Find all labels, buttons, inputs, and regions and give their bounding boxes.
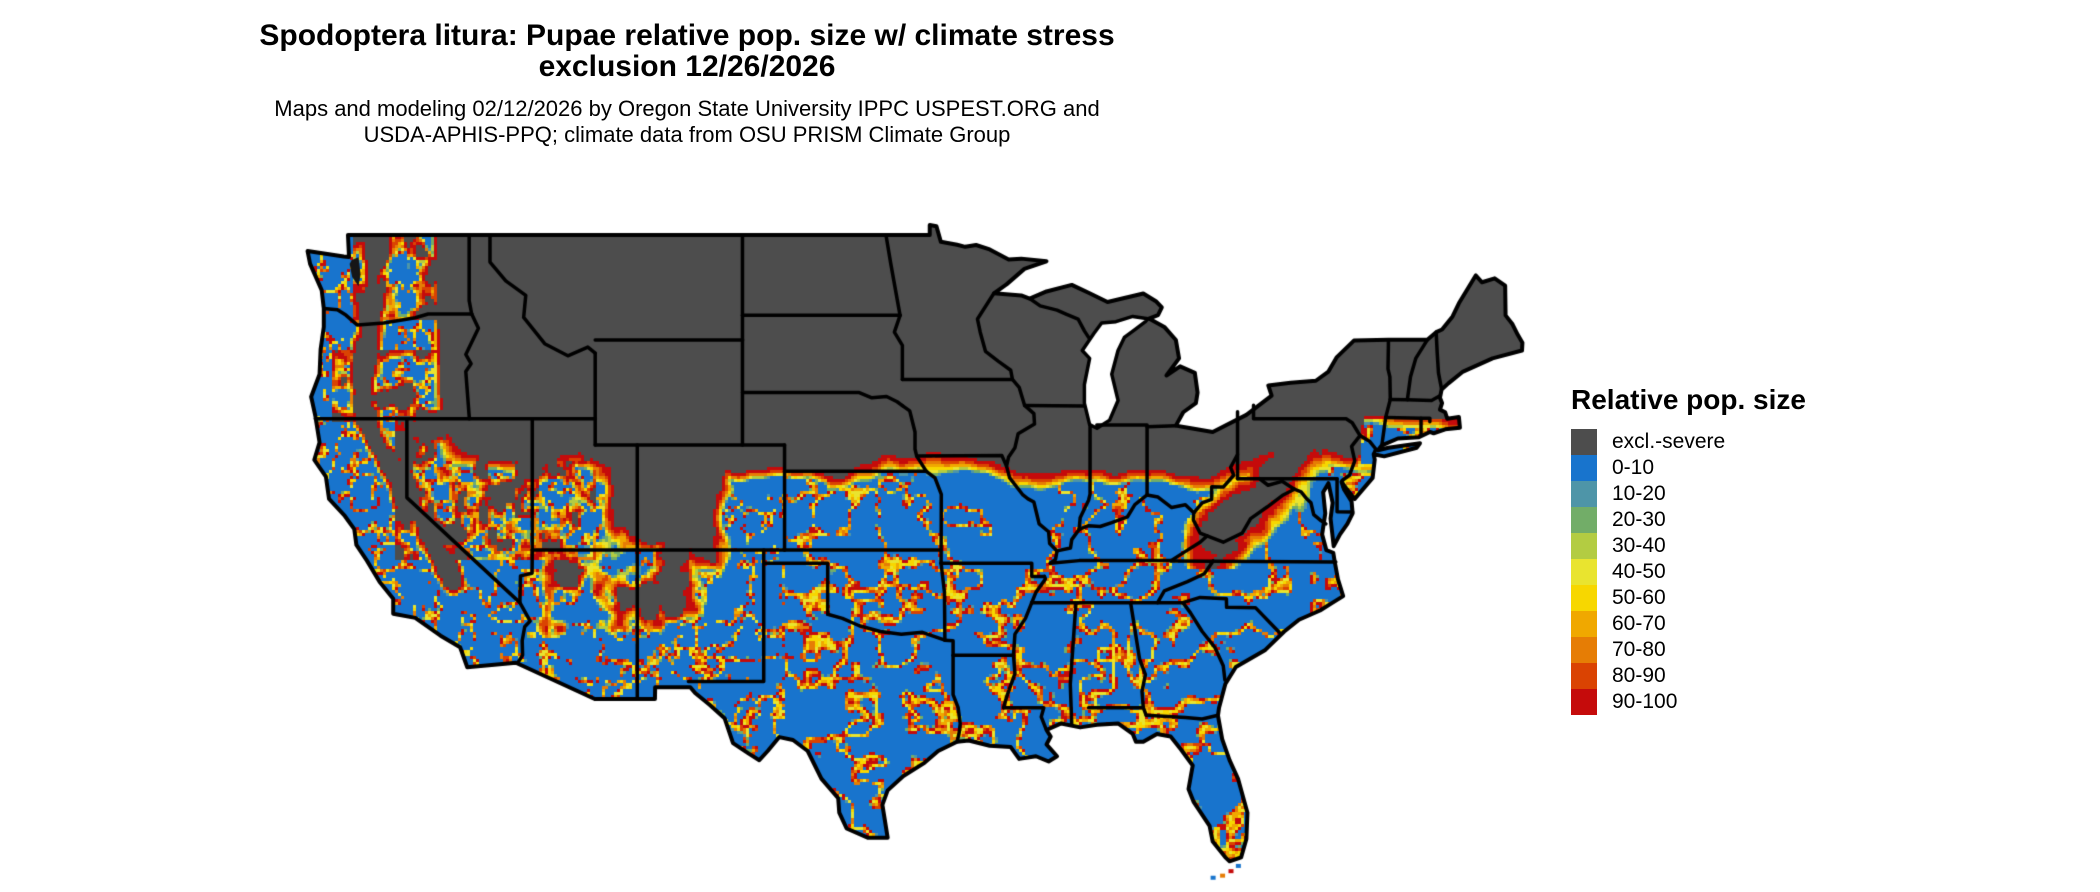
legend-label: 60-70 (1612, 612, 1666, 635)
title-line-2: exclusion 12/26/2026 (538, 50, 836, 83)
legend-label: 50-60 (1612, 586, 1666, 609)
legend-swatch (1571, 663, 1597, 689)
title-line-1: Spodoptera litura: Pupae relative pop. s… (259, 19, 1115, 52)
legend-swatch (1571, 429, 1597, 455)
legend-label: 80-90 (1612, 664, 1666, 687)
legend-item: 0-10 (1571, 455, 1991, 481)
legend-label: excl.-severe (1612, 430, 1726, 453)
legend-item: excl.-severe (1571, 429, 1991, 455)
legend-item: 60-70 (1571, 611, 1991, 637)
legend-swatch (1571, 689, 1597, 715)
legend-swatch (1571, 637, 1597, 663)
legend-label: 30-40 (1612, 534, 1666, 557)
legend-label: 20-30 (1612, 508, 1666, 531)
legend-label: 90-100 (1612, 690, 1678, 713)
legend-swatch (1571, 559, 1597, 585)
legend-swatch (1571, 455, 1597, 481)
legend-item: 80-90 (1571, 663, 1991, 689)
subtitle-line-2: USDA-APHIS-PPQ; climate data from OSU PR… (363, 122, 1011, 147)
legend-swatch (1571, 533, 1597, 559)
legend-swatch (1571, 507, 1597, 533)
legend-swatch (1571, 481, 1597, 507)
legend-title: Relative pop. size (1571, 384, 1806, 415)
legend-item: 30-40 (1571, 533, 1991, 559)
figure-subtitle: Maps and modeling 02/12/2026 by Oregon S… (0, 96, 1374, 148)
us-map-canvas (200, 200, 1560, 892)
legend-rows: excl.-severe 0-10 10-20 20-30 30-40 40-50 50-6… (1571, 429, 1991, 715)
legend-item: 90-100 (1571, 689, 1991, 715)
legend-label: 70-80 (1612, 638, 1666, 661)
legend-label: 10-20 (1612, 482, 1666, 505)
legend-item: 40-50 (1571, 559, 1991, 585)
figure-header: Spodoptera litura: Pupae relative pop. s… (0, 20, 1374, 148)
legend-item: 10-20 (1571, 481, 1991, 507)
subtitle-line-1: Maps and modeling 02/12/2026 by Oregon S… (274, 96, 1100, 121)
legend-item: 50-60 (1571, 585, 1991, 611)
legend-label: 40-50 (1612, 560, 1666, 583)
legend-item: 70-80 (1571, 637, 1991, 663)
legend-swatch (1571, 585, 1597, 611)
legend-item: 20-30 (1571, 507, 1991, 533)
legend-label: 0-10 (1612, 456, 1655, 479)
legend-swatch (1571, 611, 1597, 637)
page-title: Spodoptera litura: Pupae relative pop. s… (0, 20, 1374, 82)
legend: Relative pop. size excl.-severe 0-10 10-20… (1571, 385, 1991, 715)
